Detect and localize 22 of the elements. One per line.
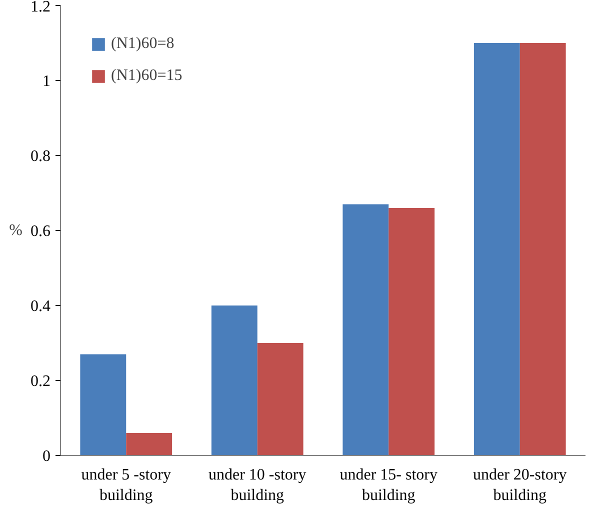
y-tick-label: 1	[42, 73, 50, 90]
y-tick-label: 0	[42, 448, 50, 465]
bar	[80, 354, 126, 456]
bar	[211, 306, 258, 456]
y-tick-label: 1.2	[30, 0, 50, 16]
bar	[342, 204, 389, 456]
bar	[257, 343, 304, 456]
y-tick-label: 0.2	[30, 373, 50, 390]
bar	[474, 43, 520, 456]
bar	[388, 208, 435, 456]
x-tick-label: under 15- story building	[340, 466, 438, 504]
y-tick-label: 0.8	[30, 148, 50, 165]
x-tick-label: under 5 -story building	[81, 466, 172, 504]
y-axis-title: %	[9, 222, 22, 239]
x-tick-label: under 20-story building	[472, 466, 567, 504]
bar	[520, 43, 566, 456]
bar	[126, 433, 172, 456]
y-tick-label: 0.4	[30, 298, 50, 315]
y-tick-label: 0.6	[30, 223, 50, 240]
legend-label: (N1)60=15	[111, 67, 182, 85]
x-tick-label: under 10 -story building	[208, 466, 306, 504]
legend-label: (N1)60=8	[111, 35, 174, 53]
